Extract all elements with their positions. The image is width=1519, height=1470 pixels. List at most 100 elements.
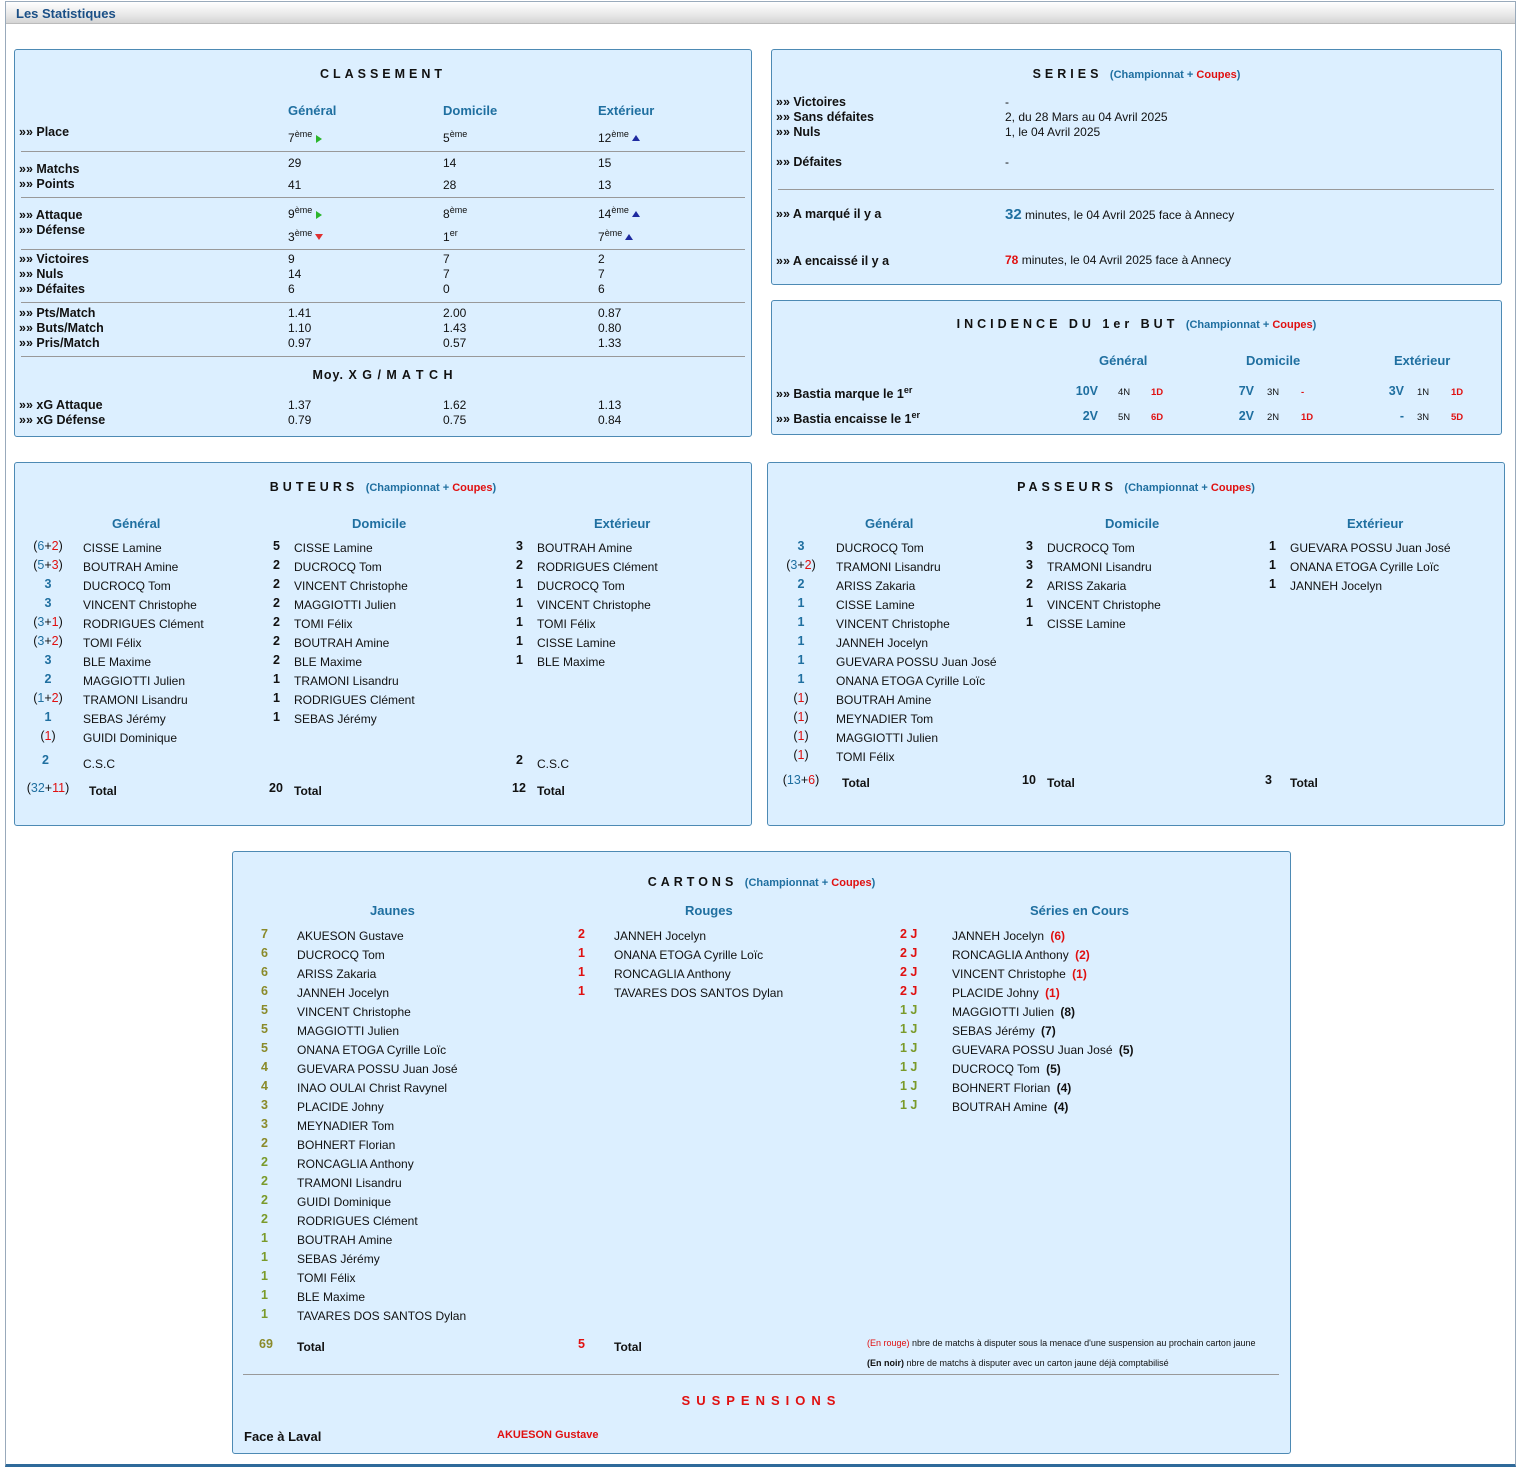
player-streak: DUCROCQ Tom (5) [952,1062,1061,1076]
total-count: 3 [1265,773,1272,787]
sub-championnat: (Championnat [365,482,440,494]
paren: ) [815,773,820,787]
goal-count: 1 [1269,558,1276,572]
sub-coupes: Coupes [1210,482,1252,494]
buteurs-title: BUTEURS (Championnat + Coupes) [15,480,751,494]
series-sansdef-value: 2, du 28 Mars au 04 Avril 2025 [1005,110,1168,124]
yellow-count: 7 [261,927,268,941]
goal-count: 2 [273,596,280,610]
goal-count: (1) [775,710,827,724]
losses-count: 1D [1301,412,1314,423]
player-name: TOMI Félix [836,750,895,764]
gap [1066,967,1069,981]
passeurs-title-text: PASSEURS [1017,480,1117,494]
cartons-panel: CARTONS (Championnat + Coupes) (En rouge… [232,851,1291,1454]
place-rank: 12ème [598,129,640,145]
plus: + [44,634,52,648]
col-header: Général [288,103,337,118]
goal-count: (1) [775,691,827,705]
yellow-count: 1 [261,1269,268,1283]
yellow-count: 1 [261,1231,268,1245]
series-victoires-label: »» Victoires [776,95,846,109]
suspension-match: Face à Laval [244,1429,322,1444]
wins-count: 10V [1075,384,1098,398]
marque-minutes: 32 [1005,206,1022,223]
player-name: VINCENT Christophe [297,1005,411,1019]
count-championnat: 1 [44,710,52,724]
draws-count: 4N [1118,387,1131,398]
goal-count: (5+3) [22,558,74,572]
player-name: BOUTRAH Amine [836,693,932,707]
player-name: ONANA ETOGA Cyrille Loïc [614,948,764,962]
total-label: Total [1290,776,1318,790]
matches-remaining: (4) [1053,1100,1069,1114]
goal-count: 1 [516,596,523,610]
paren: ( [33,615,38,629]
sub-championnat: (Championnat [744,877,819,889]
streak-count: 2 J [900,927,918,941]
plus: + [800,773,809,787]
ptsmatch-value: 0.87 [598,306,622,320]
goal-count: (6+2) [22,539,74,553]
col-header: Domicile [1246,353,1301,368]
paren: ( [786,558,791,572]
encaisse-label: »» A encaissé il y a [776,254,890,268]
player-name: VINCENT Christophe [836,617,950,631]
goal-count: 1 [516,577,523,591]
col-header: Extérieur [594,516,651,531]
player-name: MAGGIOTTI Julien [836,731,939,745]
player-name: MAGGIOTTI Julien [294,598,397,612]
count-championnat: 1 [37,691,45,705]
victoires-value: 2 [598,252,605,266]
streak-count: 1 J [900,1041,918,1055]
total-championnat: 13 [786,773,801,787]
count-coupes: 1 [797,729,805,743]
sub-championnat: (Championnat [1109,69,1184,81]
xga-value: 1.37 [288,398,312,412]
ptsmatch-value: 2.00 [443,306,467,320]
draws-count: 3N [1417,412,1430,423]
player-name: DUCROCQ Tom [83,579,171,593]
paren: ( [33,558,38,572]
classement-title: CLASSEMENT [319,67,447,81]
player-streak: MAGGIOTTI Julien (8) [952,1005,1075,1019]
wins-count: 3V [1388,384,1404,398]
victoires-label: »» Victoires [19,252,89,266]
col-header: Domicile [352,516,407,531]
goal-count: 2 [1026,577,1033,591]
series-panel: SERIES (Championnat + Coupes) »» Victoir… [771,49,1502,285]
rank-suffix: ème [294,129,313,139]
gap [1035,1024,1038,1038]
player-name: GUIDI Dominique [83,731,178,745]
player-name: JANNEH Jocelyn [836,636,929,650]
wins-count: 2V [1082,409,1098,423]
xg-title: Moy. X G / M A T C H [312,368,454,382]
yellow-count: 2 [261,1212,268,1226]
total-count: (32+11) [22,781,74,795]
matches-remaining: (4) [1056,1081,1072,1095]
count-championnat: 1 [797,672,805,686]
down-arrow-icon [315,234,324,240]
losses-count: 5D [1451,412,1464,423]
streak-count: 1 J [900,1003,918,1017]
prismatch-value: 0.57 [443,336,467,350]
rank-suffix: ème [294,205,313,215]
col-header: Domicile [1105,516,1160,531]
yellow-count: 2 [261,1136,268,1150]
streak-count: 1 J [900,1079,918,1093]
goal-count: 2 [775,577,827,591]
encaisse-value: 78 minutes, le 04 Avril 2025 face à Anne… [1005,253,1231,267]
col-header: Général [865,516,914,531]
sub-close: ) [1251,482,1255,494]
losses-count: 6D [1151,412,1164,423]
player-name: GUEVARA POSSU Juan José [1290,541,1451,555]
paren: ( [40,729,45,743]
ptsmatch-value: 1.41 [288,306,312,320]
count-championnat: 2 [797,577,805,591]
plus: + [44,781,53,795]
paren: ( [782,773,787,787]
defense-label: »» Défense [19,223,86,237]
nuls-label: »» Nuls [19,267,64,281]
col-header: Extérieur [598,103,655,118]
goal-count: (1) [22,729,74,743]
